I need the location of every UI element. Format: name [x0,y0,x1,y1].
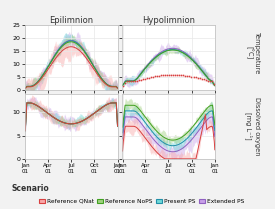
Text: Scenario: Scenario [11,184,49,193]
Text: Temperature
[°C]: Temperature [°C] [245,32,260,74]
Text: Dissolved oxygen
[mg L⁻¹]: Dissolved oxygen [mg L⁻¹] [245,97,260,155]
Text: Epilimnion: Epilimnion [49,16,94,25]
Text: Hypolimnion: Hypolimnion [142,16,195,25]
Legend: Reference QNat, Reference NoPS, Present PS, Extended PS: Reference QNat, Reference NoPS, Present … [39,199,244,204]
